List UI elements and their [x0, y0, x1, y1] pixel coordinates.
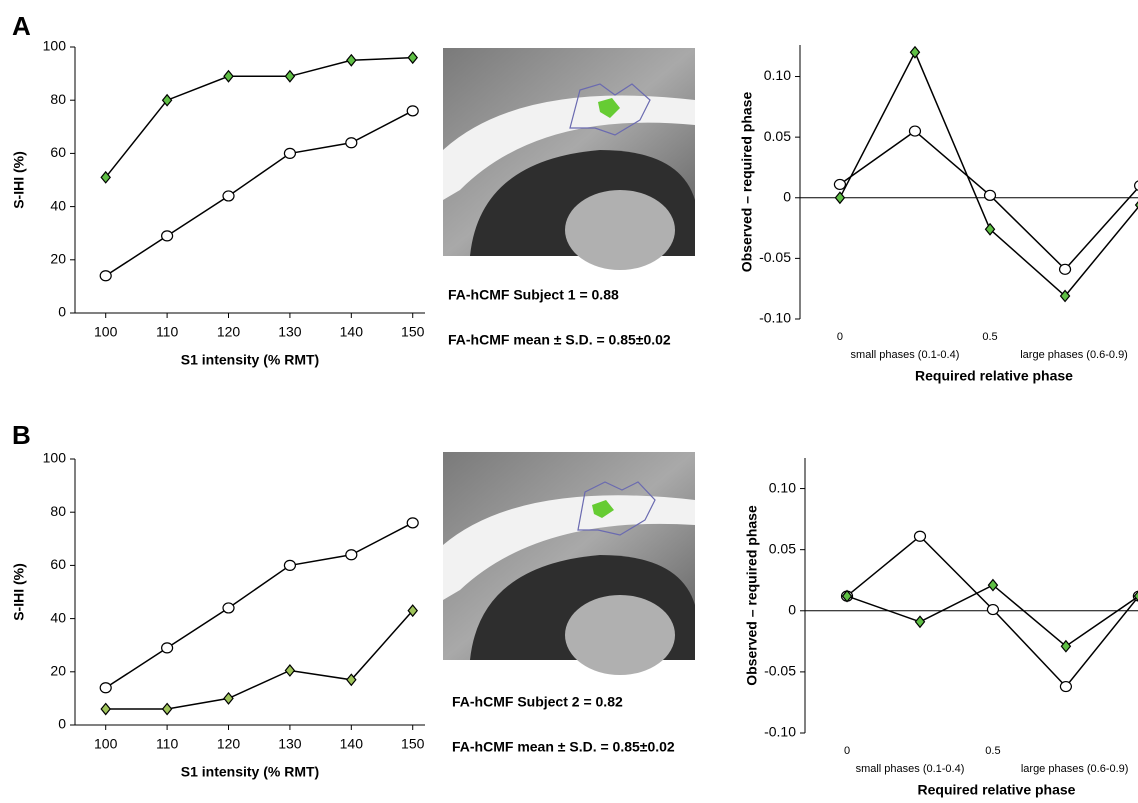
point: [224, 71, 233, 82]
series-line: [106, 58, 413, 178]
y-tick-label: -0.05: [764, 663, 796, 679]
y-axis-label: S-IHI (%): [11, 151, 27, 209]
y-tick-label: 20: [50, 251, 66, 267]
y-tick-label: 60: [50, 556, 66, 572]
point: [835, 192, 844, 203]
series-line: [840, 52, 1138, 296]
y-tick-label: -0.05: [759, 249, 791, 265]
mri-image: [443, 48, 695, 270]
annotation: small phases (0.1-0.4): [856, 763, 965, 775]
x-tick-label: 110: [156, 736, 179, 752]
note: FA-hCMF Subject 1 = 0.88: [448, 287, 619, 303]
y-tick-label: 100: [43, 38, 67, 54]
x-tick-label: 140: [340, 324, 364, 340]
y-tick-label: 60: [50, 144, 66, 160]
point: [285, 71, 294, 82]
y-tick-label: 0: [58, 304, 66, 320]
y-axis-label: Observed – required phase: [744, 505, 760, 686]
y-axis-label: Observed – required phase: [739, 92, 755, 273]
point: [100, 683, 111, 693]
note: FA-hCMF mean ± S.D. = 0.85±0.02: [452, 739, 675, 755]
annotation: large phases (0.6-0.9): [1021, 763, 1129, 775]
y-tick-label: 0: [783, 188, 791, 204]
point: [100, 271, 111, 281]
x-tick-label: 100: [94, 736, 118, 752]
x-tick-label: 150: [401, 736, 425, 752]
point: [408, 52, 417, 63]
x-tick-label: 130: [278, 324, 302, 340]
point: [407, 106, 418, 116]
point: [346, 138, 357, 148]
y-tick-label: 0: [58, 716, 66, 732]
x-axis-label: Required relative phase: [915, 368, 1073, 384]
point: [347, 55, 356, 66]
panel-label: A: [12, 11, 31, 41]
point: [284, 148, 295, 158]
point: [284, 560, 295, 570]
point: [285, 665, 294, 676]
y-tick-label: 0: [788, 601, 796, 617]
point: [834, 179, 845, 189]
point: [910, 47, 919, 58]
point: [914, 531, 925, 541]
x-tick-label: 120: [217, 736, 241, 752]
mri-image: [443, 452, 695, 675]
point: [909, 126, 920, 136]
x-tick-label: 0.5: [985, 745, 1000, 757]
x-axis-label: S1 intensity (% RMT): [181, 764, 319, 780]
point: [162, 231, 173, 241]
x-tick-label: 100: [94, 324, 118, 340]
point: [985, 190, 996, 200]
x-tick-label: 120: [217, 324, 241, 340]
point: [915, 616, 924, 627]
series-line: [847, 585, 1138, 646]
y-tick-label: 40: [50, 609, 66, 625]
x-tick-label: 0: [844, 745, 850, 757]
x-axis-label: S1 intensity (% RMT): [181, 352, 319, 368]
y-axis-label: S-IHI (%): [11, 563, 27, 621]
y-tick-label: 0.10: [769, 479, 796, 495]
point: [346, 550, 357, 560]
panel-label: B: [12, 420, 31, 450]
point: [1060, 264, 1071, 274]
point: [223, 603, 234, 613]
point: [223, 191, 234, 201]
x-tick-label: 130: [278, 736, 302, 752]
y-tick-label: -0.10: [759, 310, 791, 326]
annotation: small phases (0.1-0.4): [851, 349, 960, 361]
x-tick-label: 150: [401, 324, 425, 340]
x-tick-label: 110: [156, 324, 179, 340]
point: [986, 224, 995, 235]
point: [101, 704, 110, 715]
point: [1061, 641, 1070, 652]
figure: A B FA-hCMF Subject 1 = 0.88 FA-hCMF mea…: [0, 0, 1138, 803]
y-tick-label: 80: [50, 503, 66, 519]
y-tick-label: 100: [43, 450, 67, 466]
x-tick-label: 140: [340, 736, 364, 752]
y-tick-label: 40: [50, 197, 66, 213]
point: [987, 605, 998, 615]
point: [988, 580, 997, 591]
y-tick-label: 0.10: [764, 67, 791, 83]
note: FA-hCMF mean ± S.D. = 0.85±0.02: [448, 332, 671, 348]
point: [163, 704, 172, 715]
point: [1060, 682, 1071, 692]
point: [162, 643, 173, 653]
note: FA-hCMF Subject 2 = 0.82: [452, 694, 623, 710]
x-tick-label: 0.5: [982, 331, 997, 343]
y-tick-label: 80: [50, 91, 66, 107]
y-tick-label: 20: [50, 663, 66, 679]
y-tick-label: -0.10: [764, 724, 796, 740]
y-tick-label: 0.05: [769, 540, 796, 556]
x-tick-label: 0: [837, 331, 843, 343]
point: [407, 518, 418, 528]
annotation: large phases (0.6-0.9): [1020, 349, 1128, 361]
x-axis-label: Required relative phase: [918, 782, 1076, 798]
y-tick-label: 0.05: [764, 128, 791, 144]
point: [1135, 181, 1138, 191]
series-line: [106, 111, 413, 276]
point: [224, 693, 233, 704]
series-line: [106, 611, 413, 709]
